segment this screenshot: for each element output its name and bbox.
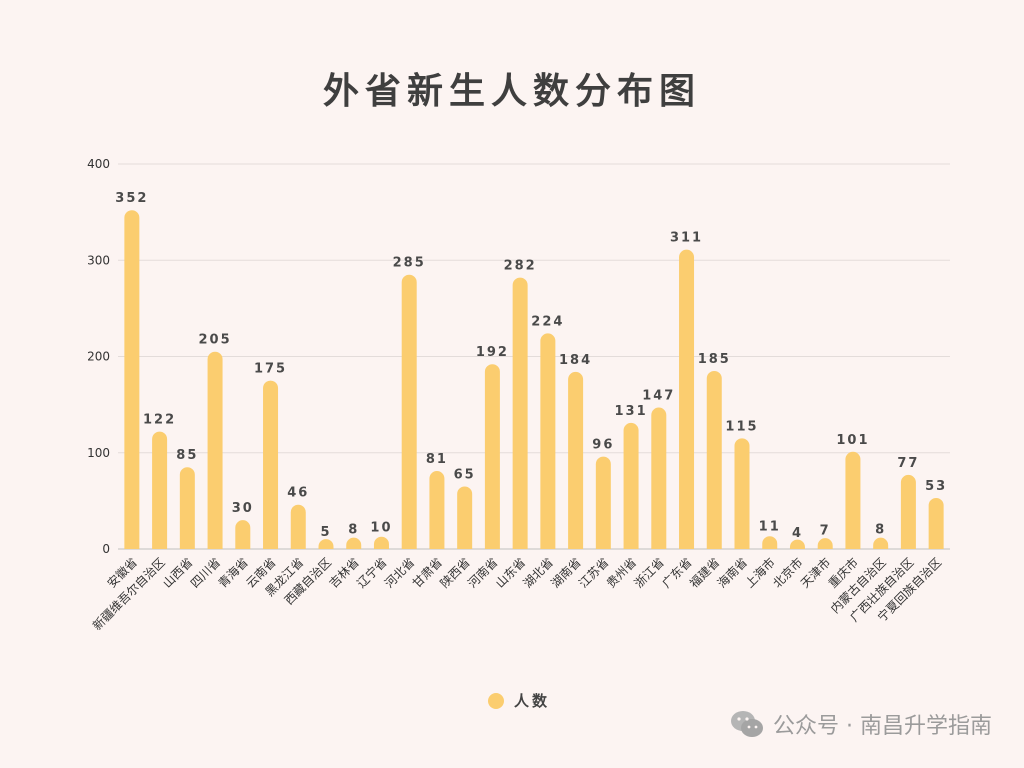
data-label: 115: [725, 419, 758, 434]
data-label: 81: [426, 452, 448, 467]
x-tick-label: 上海市: [742, 555, 778, 591]
bar: [179, 467, 195, 549]
data-label: 192: [476, 345, 509, 360]
bar: [928, 497, 944, 549]
bar: [568, 371, 584, 549]
x-tick-label: 福建省: [686, 555, 722, 591]
bar: [457, 486, 473, 549]
x-tick-label: 河南省: [464, 555, 500, 591]
x-tick-label: 贵州省: [604, 555, 639, 590]
data-label: 85: [176, 448, 198, 463]
x-tick-label: 青海省: [215, 555, 251, 591]
watermark-text: 公众号 · 南昌升学指南: [773, 714, 992, 739]
bar: [595, 456, 611, 549]
y-tick-label: 400: [87, 157, 110, 171]
x-tick-label: 天津市: [797, 555, 833, 591]
data-label: 285: [393, 256, 426, 271]
data-label: 205: [198, 333, 231, 348]
data-label: 65: [454, 467, 476, 482]
bar: [152, 431, 168, 549]
x-tick-label: 山东省: [493, 555, 528, 590]
data-label: 131: [614, 404, 647, 419]
y-tick-label: 0: [102, 542, 110, 556]
bar: [845, 451, 861, 549]
x-tick-label: 吉林省: [326, 555, 361, 590]
bar: [900, 474, 916, 549]
x-tick-label: 辽宁省: [354, 555, 390, 591]
data-label: 53: [925, 479, 947, 494]
data-label: 46: [287, 486, 309, 501]
y-tick-label: 200: [87, 350, 110, 364]
bar: [873, 537, 889, 549]
bar: [124, 210, 140, 549]
y-tick-label: 300: [87, 253, 110, 267]
bar: [484, 364, 500, 549]
data-label: 185: [698, 352, 731, 367]
legend: 人数: [488, 690, 550, 711]
data-label: 122: [143, 413, 176, 428]
data-label: 7: [820, 523, 831, 538]
data-label: 11: [759, 519, 781, 534]
bar: [540, 333, 556, 549]
bar: [789, 539, 805, 549]
data-label: 8: [348, 522, 359, 537]
legend-swatch: [488, 692, 504, 709]
bar: [512, 277, 528, 549]
bar: [817, 538, 833, 549]
bar: [651, 407, 667, 549]
bar: [429, 471, 445, 549]
data-label: 8: [875, 522, 886, 537]
x-tick-label: 四川省: [188, 555, 223, 590]
legend-label: 人数: [514, 692, 551, 710]
bar: [318, 539, 334, 549]
data-label: 4: [792, 526, 803, 541]
data-label: 147: [642, 389, 675, 404]
x-tick-label: 甘肃省: [410, 555, 445, 590]
bar: [235, 520, 251, 549]
x-tick-label: 北京市: [770, 555, 806, 591]
x-tick-label: 海南省: [714, 555, 750, 591]
bar: [401, 274, 417, 549]
y-tick-label: 100: [87, 446, 110, 460]
data-label: 311: [670, 231, 703, 246]
x-tick-label: 湖南省: [548, 555, 584, 591]
bar: [263, 380, 279, 549]
bar: [373, 536, 389, 549]
data-label: 5: [320, 525, 331, 540]
data-label: 30: [232, 501, 254, 516]
bar: [623, 422, 639, 549]
data-label: 224: [531, 314, 564, 329]
bar: [207, 351, 223, 549]
x-tick-label: 湖北省: [520, 555, 556, 591]
x-tick-label: 陕西省: [437, 555, 473, 591]
x-tick-label: 山西省: [160, 555, 195, 590]
data-label: 175: [254, 362, 287, 377]
chart-title: 外省新生人数分布图: [322, 71, 701, 112]
data-label: 352: [115, 191, 148, 206]
x-tick-label: 河北省: [382, 555, 417, 590]
bar: [734, 438, 750, 549]
data-label: 282: [504, 259, 537, 274]
data-label: 96: [592, 438, 614, 453]
data-label: 77: [897, 456, 919, 471]
watermark: 公众号 · 南昌升学指南: [729, 708, 992, 740]
x-tick-label: 江苏省: [576, 555, 611, 590]
bar: [762, 536, 778, 549]
bar: [290, 504, 306, 549]
bar: [706, 370, 722, 549]
x-tick-label: 浙江省: [632, 555, 667, 590]
bar: [679, 249, 695, 549]
bar: [346, 537, 362, 549]
x-tick-label: 广东省: [659, 555, 694, 590]
data-label: 101: [836, 433, 869, 448]
data-label: 10: [370, 520, 392, 535]
data-label: 184: [559, 353, 592, 368]
wechat-icon: [731, 711, 764, 737]
